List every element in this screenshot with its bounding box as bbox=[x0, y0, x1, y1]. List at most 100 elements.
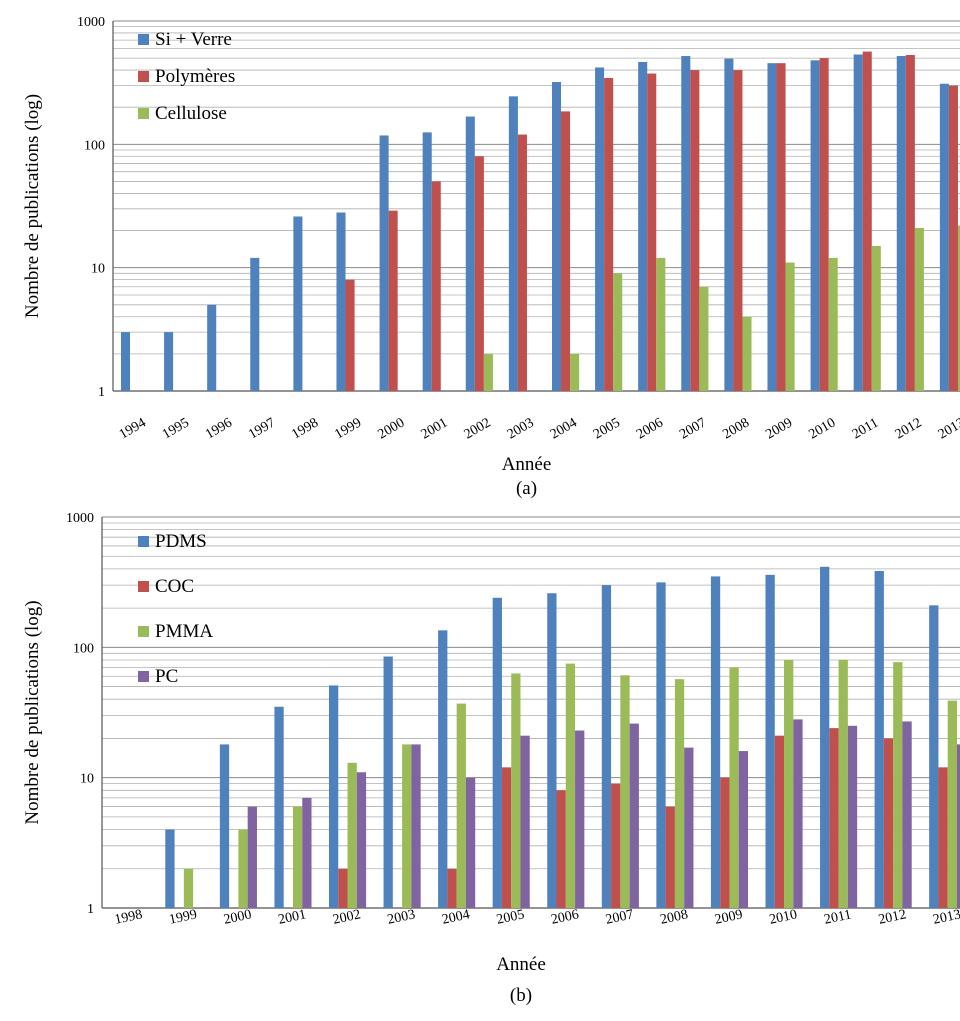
series-Cellulose bbox=[483, 225, 960, 391]
bar bbox=[828, 257, 838, 391]
bar bbox=[551, 82, 562, 391]
x-tick-label: 2003 bbox=[505, 415, 537, 442]
x-tick-label: 2010 bbox=[807, 415, 839, 442]
series-PC bbox=[247, 719, 960, 908]
x-tick-label: 1998 bbox=[113, 907, 144, 927]
x-axis-title: Année bbox=[502, 454, 552, 475]
bar bbox=[465, 116, 475, 392]
bar bbox=[447, 868, 457, 908]
bar bbox=[219, 744, 230, 908]
legend-swatch bbox=[138, 671, 149, 682]
bar bbox=[638, 62, 648, 391]
x-tick-label: 1995 bbox=[160, 415, 192, 442]
x-tick-label: 1997 bbox=[246, 415, 278, 442]
bar bbox=[929, 605, 939, 908]
x-tick-label: 2004 bbox=[441, 907, 472, 927]
bar bbox=[501, 767, 512, 908]
bar bbox=[874, 571, 884, 908]
bar bbox=[474, 156, 484, 391]
bar bbox=[517, 134, 527, 391]
legend-swatch bbox=[138, 108, 149, 119]
x-tick-label: 1994 bbox=[117, 415, 149, 442]
x-tick-label: 2007 bbox=[604, 907, 635, 927]
x-tick-label: 2006 bbox=[634, 415, 666, 442]
x-tick-label: 2011 bbox=[823, 907, 853, 927]
x-tick-label: 2006 bbox=[550, 907, 581, 927]
bar bbox=[328, 685, 339, 908]
bar bbox=[684, 747, 694, 908]
legend-swatch bbox=[138, 626, 149, 637]
bar bbox=[402, 744, 412, 908]
bar bbox=[820, 566, 830, 908]
x-tick-label: 2005 bbox=[495, 907, 526, 927]
x-tick-label: 2001 bbox=[419, 415, 451, 442]
series-Polymères bbox=[345, 51, 958, 392]
bar bbox=[565, 663, 576, 908]
bar bbox=[595, 67, 605, 391]
bar bbox=[793, 719, 803, 908]
x-tick-label: 2002 bbox=[462, 415, 494, 442]
figure-caption: (b) bbox=[510, 985, 532, 1006]
legend: PDMS COC PMMA PC bbox=[138, 531, 213, 687]
bar bbox=[511, 673, 521, 908]
bar bbox=[601, 585, 612, 908]
bar bbox=[742, 316, 752, 391]
legend-label: PDMS bbox=[155, 531, 207, 552]
x-tick-label: 2003 bbox=[386, 907, 417, 927]
bar bbox=[345, 279, 355, 391]
bar bbox=[939, 83, 949, 391]
bar bbox=[613, 273, 623, 391]
bar bbox=[656, 582, 666, 908]
y-tick-label: 10 bbox=[80, 772, 94, 787]
x-axis-title: Année bbox=[496, 954, 546, 975]
bar bbox=[720, 777, 730, 908]
bar bbox=[948, 85, 958, 392]
bar bbox=[207, 304, 217, 391]
x-tick-label: 2011 bbox=[850, 416, 881, 443]
bar bbox=[302, 797, 312, 908]
bar bbox=[871, 245, 881, 391]
bar bbox=[508, 96, 518, 391]
bar bbox=[556, 790, 566, 908]
chart-b: 1 10 100 1000 1998 1999 2000 2001 2002 2003 2004 20… bbox=[22, 511, 960, 1006]
legend-label: Polymères bbox=[155, 66, 235, 87]
legend-swatch bbox=[138, 71, 149, 82]
bar bbox=[774, 735, 785, 908]
bar bbox=[883, 738, 894, 908]
bar bbox=[699, 286, 709, 391]
bar bbox=[547, 593, 557, 908]
bar bbox=[611, 783, 621, 908]
bar bbox=[893, 662, 903, 908]
bar bbox=[293, 216, 303, 391]
x-tick-label: 2000 bbox=[222, 907, 253, 927]
bar bbox=[629, 723, 639, 908]
legend-label: PC bbox=[155, 666, 178, 687]
bar bbox=[674, 679, 685, 908]
y-axis-title: Nombre de publications (log) bbox=[22, 600, 43, 824]
bar bbox=[570, 353, 580, 391]
bar bbox=[785, 262, 795, 391]
y-tick-label: 10 bbox=[91, 262, 105, 277]
bar bbox=[738, 751, 749, 908]
bar bbox=[620, 675, 630, 908]
bar bbox=[905, 55, 915, 391]
bar bbox=[492, 597, 502, 908]
bar bbox=[422, 132, 432, 391]
bar bbox=[681, 56, 691, 391]
series-COC bbox=[338, 728, 948, 908]
bar bbox=[838, 659, 848, 908]
legend-label: COC bbox=[155, 576, 194, 597]
bar bbox=[383, 656, 393, 908]
series-PMMA bbox=[183, 659, 957, 908]
x-tick-label: 2007 bbox=[677, 415, 709, 442]
x-tick-label: 2001 bbox=[277, 907, 308, 927]
y-tick-label: 100 bbox=[73, 641, 94, 656]
y-tick-label: 1 bbox=[87, 902, 94, 917]
bar bbox=[456, 703, 466, 908]
bar bbox=[810, 60, 820, 392]
bar bbox=[829, 728, 839, 908]
bar bbox=[575, 730, 585, 908]
bar bbox=[238, 829, 248, 908]
chart-a: 1 10 100 1000 1994 1995 1996 1997 1998 1999 2000 20… bbox=[22, 15, 960, 499]
bar bbox=[957, 225, 960, 391]
